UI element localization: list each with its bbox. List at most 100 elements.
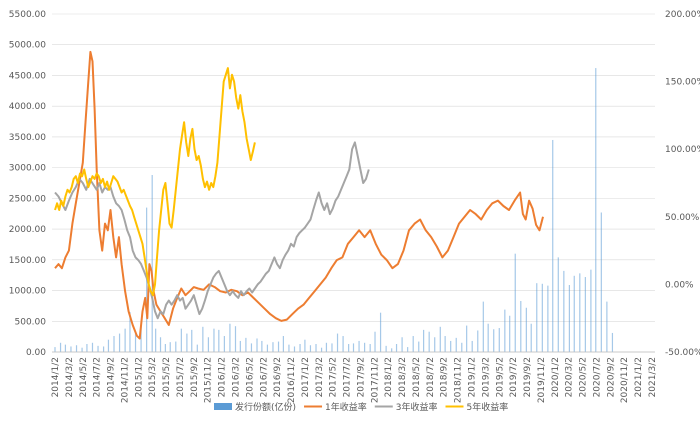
bar — [595, 68, 597, 352]
bar — [434, 337, 436, 352]
bar — [395, 344, 398, 352]
y-left-tick-label: 0.00 — [26, 348, 46, 358]
bar — [401, 337, 403, 352]
legend-label: 发行份额(亿份) — [235, 401, 296, 413]
x-tick-label: 2014/11/2 — [120, 357, 130, 403]
bar — [277, 341, 280, 352]
bar — [352, 343, 355, 352]
bar — [611, 332, 614, 352]
x-tick-label: 2019/9/2 — [523, 357, 533, 397]
x-tick-label: 2019/11/2 — [537, 357, 547, 403]
bar — [320, 347, 323, 352]
y-right-tick-label: 100.00% — [665, 145, 700, 155]
bar — [466, 325, 468, 352]
bar — [81, 347, 83, 352]
x-tick-label: 2020/11/2 — [620, 357, 630, 403]
y-left-tick-label: 3000.00 — [9, 164, 46, 174]
y-axis-right: -50.00% 0.00% 50.00% 100.00% 150.00% 200.00% — [665, 10, 700, 358]
y-left-tick-label: 1000.00 — [9, 287, 46, 297]
bar — [364, 342, 366, 352]
bar — [520, 300, 522, 352]
bar — [266, 344, 269, 352]
bar — [124, 328, 126, 352]
bar — [487, 323, 489, 352]
bar — [155, 328, 157, 352]
x-tick-label: 2020/5/2 — [579, 357, 589, 397]
bar — [180, 328, 182, 352]
series-line — [54, 141, 370, 320]
legend-label: 3年收益率 — [396, 401, 438, 413]
x-tick-label: 2014/5/2 — [79, 357, 89, 397]
x-tick-label: 2020/1/2 — [551, 357, 561, 397]
bar — [325, 342, 328, 352]
x-tick-label: 2015/9/2 — [190, 357, 200, 397]
bar — [229, 323, 231, 352]
series-line — [54, 50, 544, 340]
bar — [159, 337, 162, 352]
legend-label: 1年收益率 — [325, 401, 367, 413]
bar — [348, 344, 350, 352]
bar — [293, 346, 296, 352]
bar — [102, 346, 105, 352]
bar — [186, 333, 188, 352]
bar — [196, 344, 198, 352]
x-tick-label: 2020/7/2 — [592, 357, 602, 397]
bar — [134, 332, 137, 352]
bar — [450, 340, 452, 352]
bar — [272, 342, 274, 352]
x-tick-label: 2017/3/2 — [315, 357, 325, 397]
x-tick-label: 2018/5/2 — [412, 357, 422, 397]
bar — [530, 323, 532, 352]
bar — [590, 269, 592, 352]
bar — [113, 336, 115, 352]
x-tick-label: 2018/7/2 — [426, 357, 436, 397]
bar — [342, 336, 344, 352]
bar — [234, 326, 237, 352]
bar — [439, 326, 441, 352]
bar — [239, 340, 241, 352]
bar — [482, 301, 484, 352]
x-tick-label: 2020/3/2 — [565, 357, 575, 397]
x-tick-label: 2016/7/2 — [259, 357, 269, 397]
series-lines — [54, 50, 544, 340]
bar — [391, 348, 393, 352]
bar — [169, 342, 171, 352]
bar — [282, 336, 284, 352]
x-tick-label: 2015/11/2 — [204, 357, 214, 403]
x-tick-label: 2016/3/2 — [231, 357, 241, 397]
bar — [536, 283, 538, 352]
x-tick-label: 2015/3/2 — [148, 357, 158, 397]
bar — [525, 307, 527, 352]
bar — [455, 337, 457, 352]
bar — [568, 285, 570, 352]
gridlines — [52, 13, 655, 353]
bar — [374, 331, 376, 352]
series-line — [54, 67, 256, 297]
bar — [418, 341, 420, 352]
bars-issuance — [54, 68, 614, 352]
bar — [245, 337, 247, 352]
bar — [407, 347, 409, 352]
bar — [129, 312, 131, 352]
bar — [64, 344, 67, 352]
bar — [191, 329, 193, 352]
x-tick-label: 2017/1/2 — [301, 357, 311, 397]
bar — [304, 339, 306, 352]
bar — [557, 257, 559, 352]
x-tick-label: 2014/9/2 — [107, 357, 117, 397]
y-left-tick-label: 4500.00 — [9, 71, 46, 81]
bar — [97, 345, 99, 352]
bar — [107, 339, 110, 352]
bar — [504, 309, 506, 352]
bar — [600, 212, 602, 352]
legend: 发行份额(亿份) 1年收益率 3年收益率 5年收益率 — [214, 401, 508, 413]
x-tick-label: 2015/1/2 — [134, 357, 144, 397]
x-tick-label: 2018/3/2 — [398, 357, 408, 397]
y-right-tick-label: 0.00% — [665, 280, 694, 290]
bar — [541, 283, 543, 352]
y-left-tick-label: 2000.00 — [9, 225, 46, 235]
y-right-tick-label: 150.00% — [665, 78, 700, 88]
bar — [514, 253, 516, 352]
y-left-tick-label: 4000.00 — [9, 102, 46, 112]
bar — [315, 344, 317, 352]
